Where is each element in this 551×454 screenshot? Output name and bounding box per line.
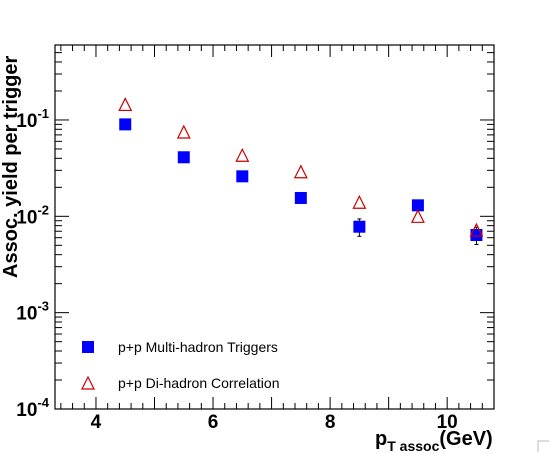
data-point-di-hadron — [118, 97, 133, 112]
data-point-di-hadron — [410, 208, 425, 223]
x-tick-label: 10 — [437, 412, 458, 433]
plot-frame — [54, 44, 495, 410]
axes: 4 6 8 10 10-1 10-2 10-3 10-4 — [16, 44, 495, 433]
legend-marker-di-hadron — [81, 375, 95, 390]
x-tick-label: 4 — [91, 412, 102, 433]
y-axis-title: Assoc. yield per trigger — [0, 55, 22, 278]
data-point-di-hadron — [469, 222, 484, 237]
data-point-di-hadron — [352, 194, 367, 209]
data-point-multi-hadron — [353, 220, 366, 233]
data-point-multi-hadron — [411, 199, 424, 212]
data-point-multi-hadron — [236, 170, 249, 183]
y-tick-label: 10-3 — [16, 299, 49, 325]
legend-marker-multi-hadron — [82, 341, 94, 353]
y-tick-label: 10-2 — [16, 202, 49, 228]
legend-label-multi-hadron: p+p Multi-hadron Triggers — [118, 339, 278, 355]
data-marks — [118, 97, 484, 245]
x-axis-title: pT assoc(GeV) — [375, 428, 493, 454]
x-axis-title-unit: (GeV) — [439, 428, 492, 450]
data-point-di-hadron — [293, 164, 308, 179]
y-tick-label: 10-4 — [16, 395, 49, 421]
x-tick-label: 6 — [208, 412, 219, 433]
legend: p+p Multi-hadron Triggers p+p Di-hadron … — [81, 339, 279, 391]
data-point-multi-hadron — [177, 151, 190, 164]
data-point-multi-hadron — [119, 118, 132, 131]
data-point-multi-hadron — [470, 228, 483, 241]
y-tick-label: 10-1 — [16, 106, 49, 132]
data-point-di-hadron — [176, 124, 191, 139]
data-point-di-hadron — [235, 147, 250, 162]
x-tick-label: 8 — [325, 412, 336, 433]
x-axis-title-sub: T assoc — [387, 438, 439, 454]
resize-corner-icon[interactable] — [537, 440, 549, 452]
legend-label-di-hadron: p+p Di-hadron Correlation — [118, 375, 279, 391]
data-point-multi-hadron — [294, 191, 307, 204]
x-axis-title-main: p — [375, 428, 387, 450]
